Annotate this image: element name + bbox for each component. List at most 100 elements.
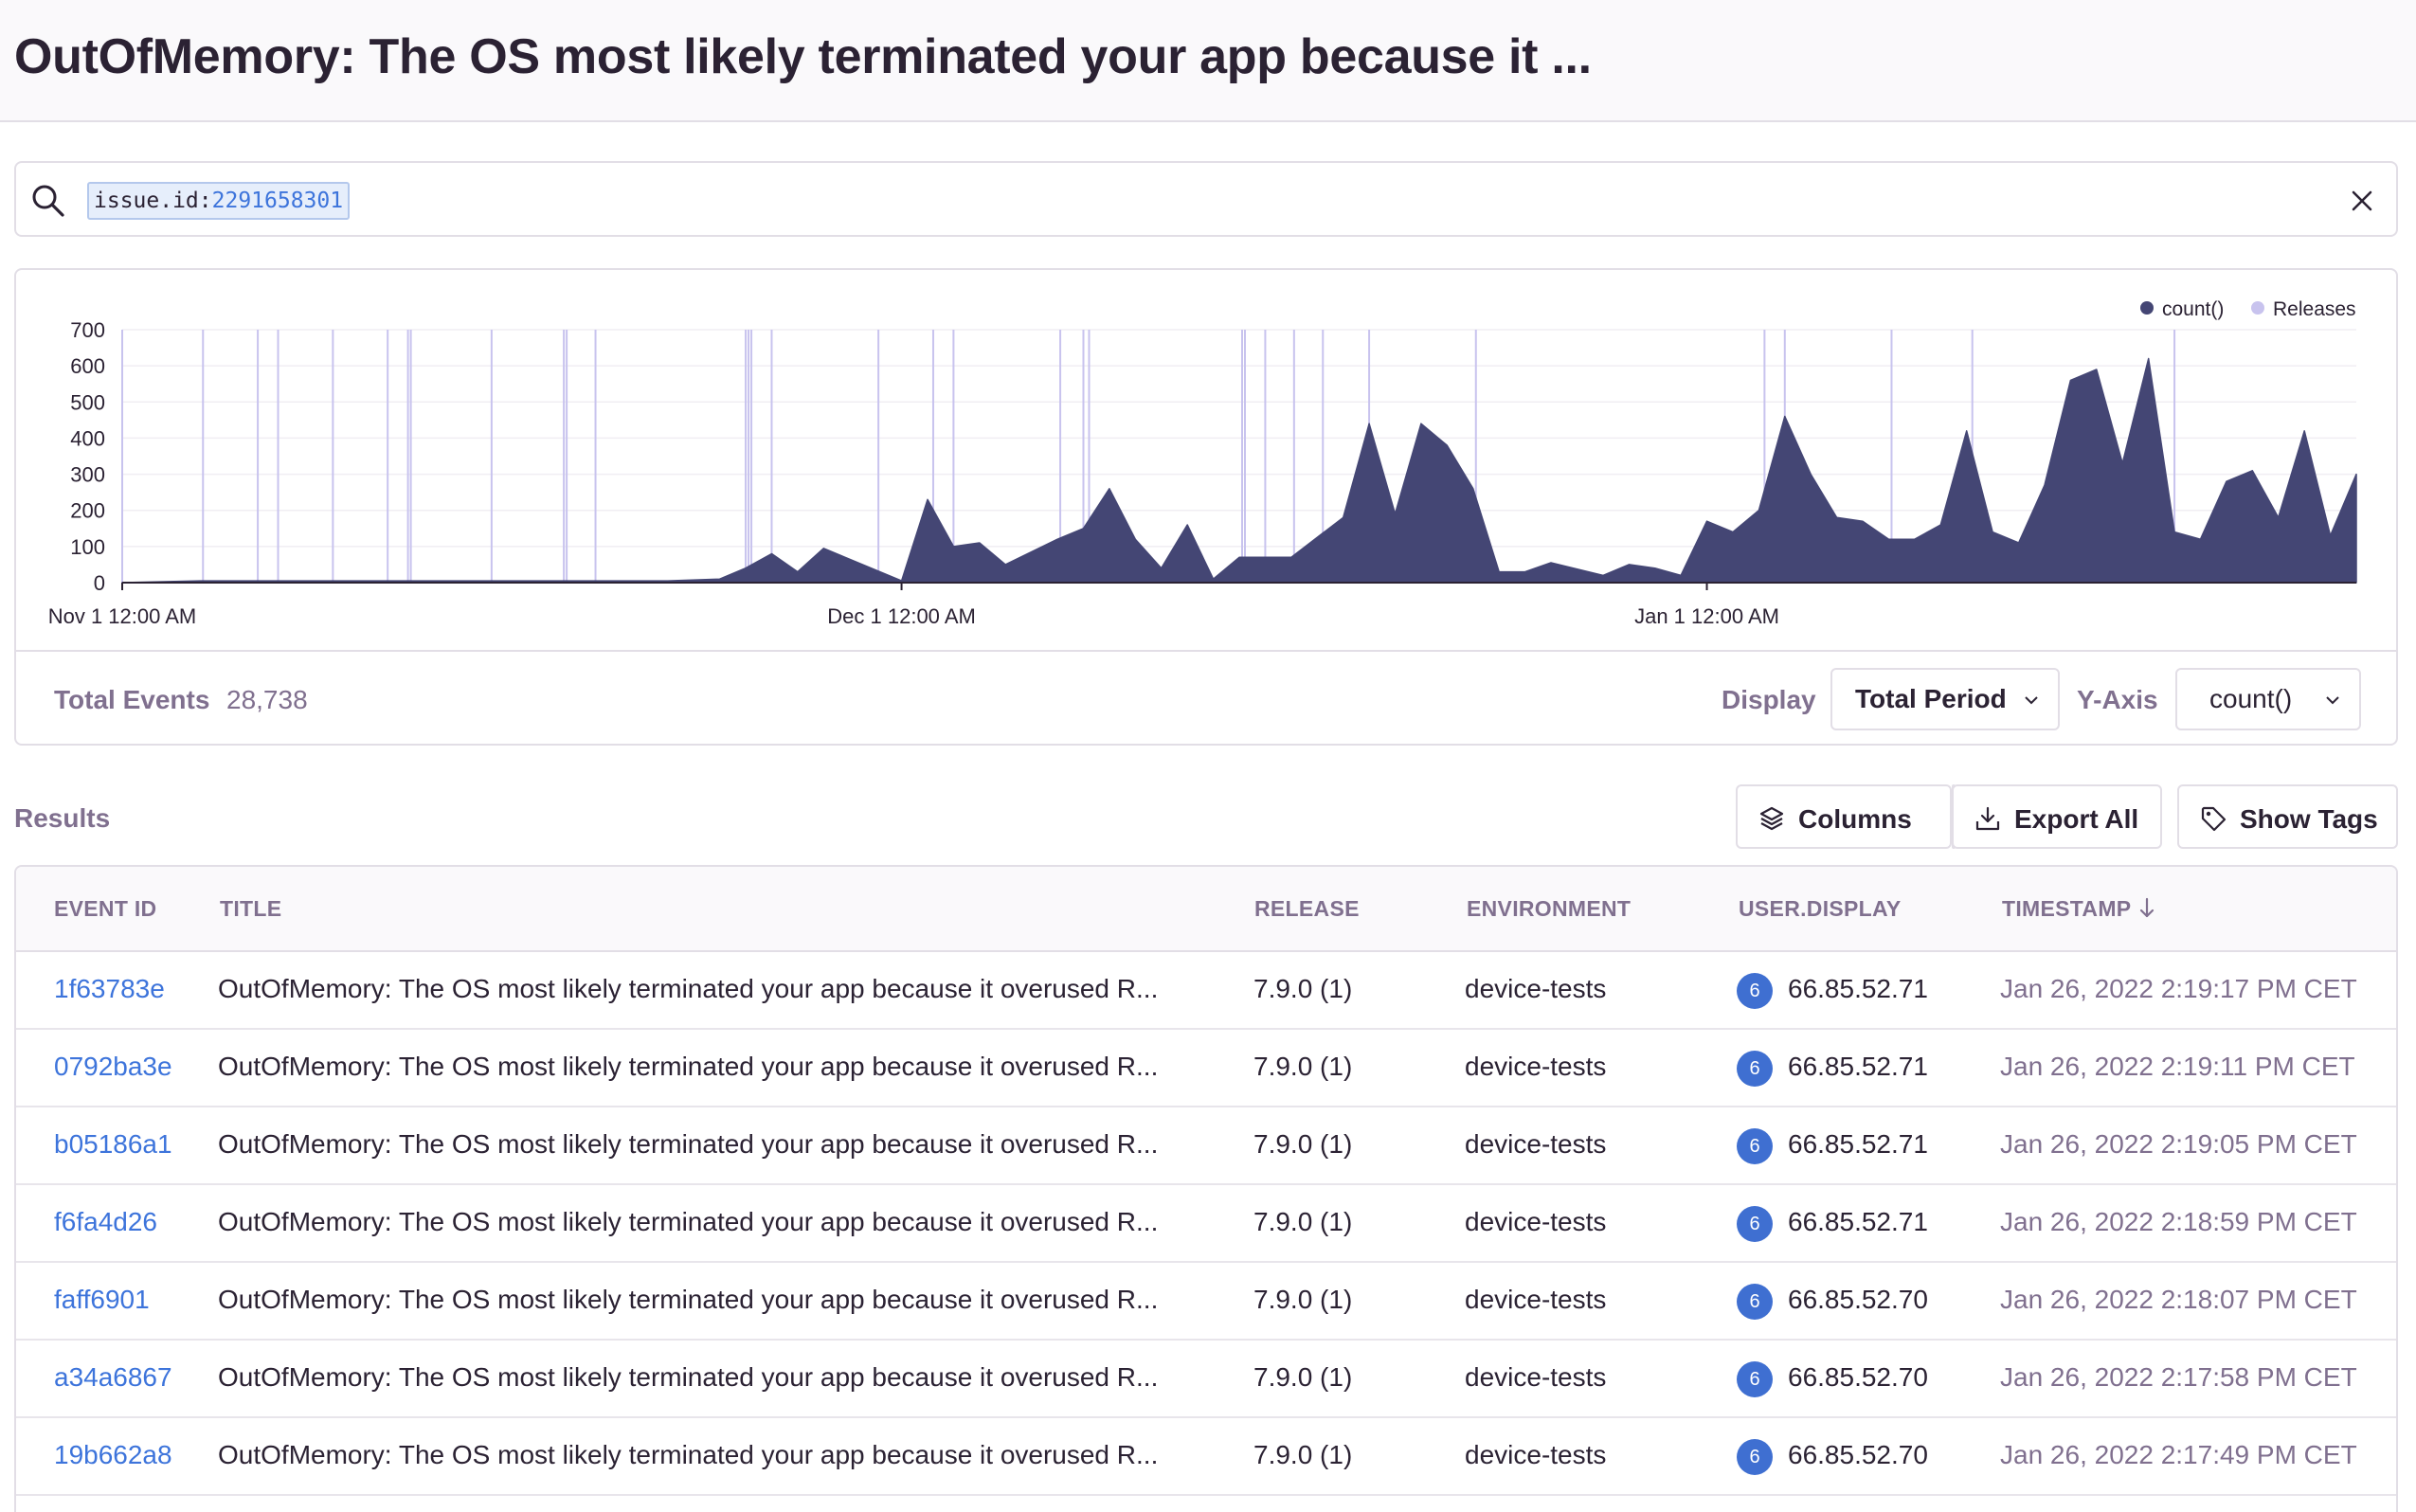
event-timestamp: Jan 26, 2022 2:19:05 PM CET xyxy=(2000,1129,2357,1159)
display-label: Display xyxy=(1722,685,1816,714)
x-tick-label: Nov 1 12:00 AM xyxy=(48,604,197,628)
columns-button-label: Columns xyxy=(1798,804,1912,834)
event-title: OutOfMemory: The OS most likely terminat… xyxy=(218,1207,1159,1236)
event-release[interactable]: 7.9.0 (1) xyxy=(1253,1285,1353,1314)
x-tick-label: Jan 1 12:00 AM xyxy=(1634,604,1779,628)
event-environment: device-tests xyxy=(1465,974,1607,1003)
user-display: 66.85.52.71 xyxy=(1788,1052,1928,1081)
event-timestamp: Jan 26, 2022 2:18:07 PM CET xyxy=(2000,1285,2357,1314)
chart-footer: Total Events 28,738 Display Total Period… xyxy=(16,650,2396,744)
event-release[interactable]: 7.9.0 (1) xyxy=(1253,1207,1353,1236)
display-dropdown-value: Total Period xyxy=(1855,684,2007,713)
event-id-link[interactable]: f6fa4d26 xyxy=(54,1207,157,1236)
avatar: 6 xyxy=(1737,973,1773,1009)
user-display: 66.85.52.71 xyxy=(1788,974,1928,1003)
results-table: EVENT ID TITLE RELEASE ENVIRONMENT USER.… xyxy=(14,865,2398,1512)
table-row: a34a6867 OutOfMemory: The OS most likely … xyxy=(16,1341,2396,1418)
y-tick-label: 500 xyxy=(70,390,105,414)
close-icon[interactable] xyxy=(2349,188,2375,214)
chevron-down-icon xyxy=(2326,696,2339,705)
event-release[interactable]: 7.9.0 (1) xyxy=(1253,1440,1353,1469)
event-timestamp: Jan 26, 2022 2:18:59 PM CET xyxy=(2000,1207,2357,1236)
search-token-value: 2291658301 xyxy=(211,189,344,213)
event-release[interactable]: 7.9.0 (1) xyxy=(1253,1129,1353,1159)
event-id-link[interactable]: faff6901 xyxy=(54,1285,150,1314)
search-token[interactable]: issue.id:2291658301 xyxy=(87,182,351,220)
column-header-environment[interactable]: ENVIRONMENT xyxy=(1467,896,1632,921)
event-id-link[interactable]: 1f63783e xyxy=(54,974,165,1003)
user-display: 66.85.52.70 xyxy=(1788,1285,1928,1314)
table-row: b05186a1 OutOfMemory: The OS most likely … xyxy=(16,1107,2396,1185)
avatar: 6 xyxy=(1737,1051,1773,1087)
y-tick-label: 700 xyxy=(70,318,105,342)
column-header-release[interactable]: RELEASE xyxy=(1254,896,1360,921)
table-row: f6fa4d26 OutOfMemory: The OS most likely … xyxy=(16,1185,2396,1263)
download-icon xyxy=(1975,806,2000,831)
chart-panel: 0 100 200 300 400 500 600 700 Nov 1 12:00 AM Dec … xyxy=(14,268,2398,746)
event-id-link[interactable]: a34a6867 xyxy=(54,1362,172,1392)
event-environment: device-tests xyxy=(1465,1440,1607,1469)
total-events-label: Total Events xyxy=(54,685,210,714)
event-title: OutOfMemory: The OS most likely terminat… xyxy=(218,1129,1159,1159)
display-dropdown[interactable]: Total Period xyxy=(1830,668,2060,730)
legend-entry[interactable]: Releases xyxy=(2273,298,2356,320)
event-environment: device-tests xyxy=(1465,1362,1607,1392)
chevron-down-icon xyxy=(2025,696,2038,705)
column-header-user-display[interactable]: USER.DISPLAY xyxy=(1739,896,1902,921)
y-tick-label: 600 xyxy=(70,354,105,378)
legend-swatch xyxy=(2251,301,2264,315)
count-series-area xyxy=(121,357,2357,584)
avatar: 6 xyxy=(1737,1439,1773,1475)
user-display: 66.85.52.70 xyxy=(1788,1362,1928,1392)
page-header: OutOfMemory: The OS most likely terminat… xyxy=(0,0,2416,122)
event-id-link[interactable]: b05186a1 xyxy=(54,1129,172,1159)
yaxis-dropdown[interactable]: count() xyxy=(2175,668,2361,730)
event-id-link[interactable]: 19b662a8 xyxy=(54,1440,172,1469)
event-id-link[interactable]: 0792ba3e xyxy=(54,1052,172,1081)
table-header: EVENT ID TITLE RELEASE ENVIRONMENT USER.… xyxy=(16,867,2396,952)
column-header-timestamp-label: TIMESTAMP xyxy=(2002,896,2132,921)
event-release[interactable]: 7.9.0 (1) xyxy=(1253,1362,1353,1392)
event-timestamp: Jan 26, 2022 2:19:17 PM CET xyxy=(2000,974,2357,1003)
legend-swatch xyxy=(2140,301,2154,315)
user-display: 66.85.52.71 xyxy=(1788,1207,1928,1236)
events-chart: 0 100 200 300 400 500 600 700 Nov 1 12:00 AM Dec … xyxy=(48,298,2357,628)
event-timestamp: Jan 26, 2022 2:17:49 PM CET xyxy=(2000,1440,2357,1469)
event-title: OutOfMemory: The OS most likely terminat… xyxy=(218,1285,1159,1314)
avatar: 6 xyxy=(1737,1206,1773,1242)
event-release[interactable]: 7.9.0 (1) xyxy=(1253,974,1353,1003)
legend-entry[interactable]: count() xyxy=(2162,298,2224,320)
event-environment: device-tests xyxy=(1465,1129,1607,1159)
page-title: OutOfMemory: The OS most likely terminat… xyxy=(14,29,1592,84)
search-icon xyxy=(32,185,64,217)
search-token-key: issue.id: xyxy=(94,189,212,213)
arrow-down-icon xyxy=(2140,897,2155,918)
table-row: 0792ba3e OutOfMemory: The OS most likely … xyxy=(16,1030,2396,1107)
y-tick-label: 100 xyxy=(70,535,105,559)
columns-button[interactable]: Columns xyxy=(1736,784,1952,849)
event-release[interactable]: 7.9.0 (1) xyxy=(1253,1052,1353,1081)
export-all-button-label: Export All xyxy=(2014,804,2139,834)
event-title: OutOfMemory: The OS most likely terminat… xyxy=(218,1362,1159,1392)
avatar: 6 xyxy=(1737,1284,1773,1320)
event-timestamp: Jan 26, 2022 2:17:58 PM CET xyxy=(2000,1362,2357,1392)
tag-icon xyxy=(2201,806,2227,832)
event-environment: device-tests xyxy=(1465,1052,1607,1081)
show-tags-button[interactable]: Show Tags xyxy=(2177,784,2398,849)
event-timestamp: Jan 26, 2022 2:19:11 PM CET xyxy=(2000,1052,2355,1081)
table-row: 19b662a8 OutOfMemory: The OS most likely … xyxy=(16,1418,2396,1496)
results-label: Results xyxy=(14,803,111,833)
y-tick-label: 300 xyxy=(70,463,105,487)
column-header-timestamp[interactable]: TIMESTAMP xyxy=(2002,896,2157,922)
avatar: 6 xyxy=(1737,1361,1773,1397)
export-all-button[interactable]: Export All xyxy=(1952,784,2162,849)
column-header-event-id[interactable]: EVENT ID xyxy=(54,896,157,921)
event-title: OutOfMemory: The OS most likely terminat… xyxy=(218,974,1159,1003)
yaxis-dropdown-value: count() xyxy=(2209,684,2293,713)
table-row: 1f63783e OutOfMemory: The OS most likely … xyxy=(16,952,2396,1030)
user-display: 66.85.52.70 xyxy=(1788,1440,1928,1469)
search-bar[interactable]: issue.id:2291658301 xyxy=(14,161,2398,237)
event-title: OutOfMemory: The OS most likely terminat… xyxy=(218,1052,1159,1081)
x-tick-label: Dec 1 12:00 AM xyxy=(827,604,976,628)
column-header-title[interactable]: TITLE xyxy=(220,896,282,921)
